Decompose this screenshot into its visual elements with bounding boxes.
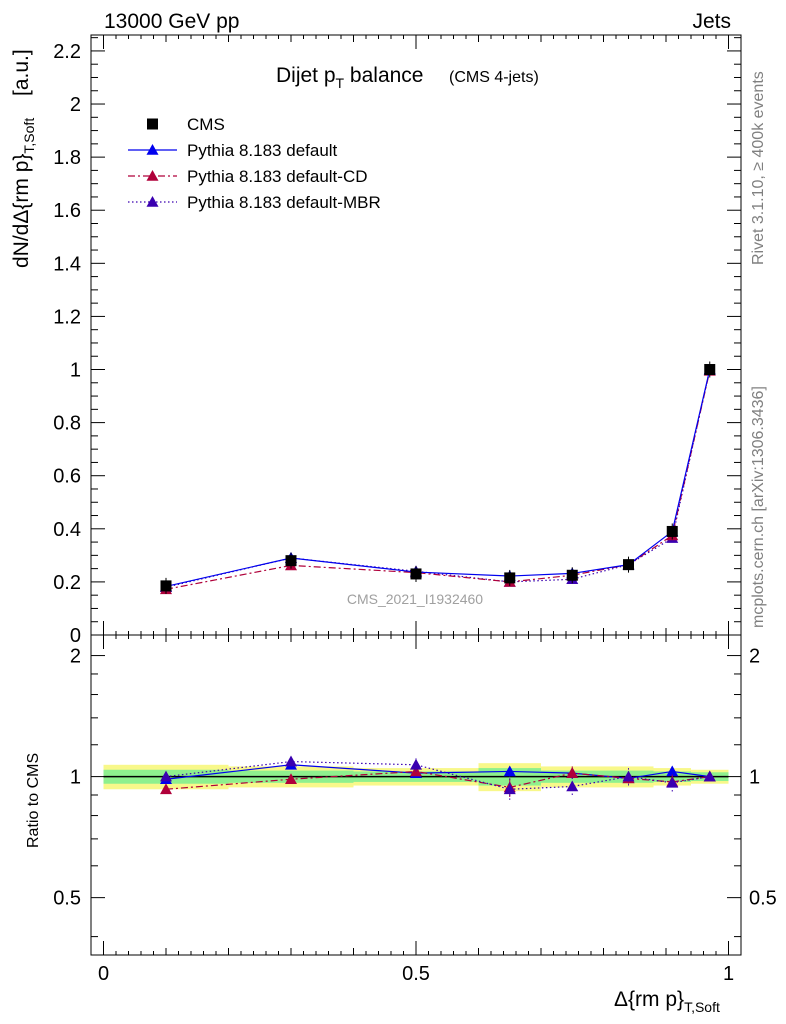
panel-frame [90, 634, 742, 956]
ratio-marker-dotted [703, 770, 716, 782]
ratio-marker-dotted [410, 758, 422, 770]
y-tick-label: 1.4 [53, 253, 81, 275]
y-tick-label: 1.6 [53, 200, 81, 222]
ratio-marker-solid [503, 765, 516, 777]
category-label: Jets [692, 10, 731, 33]
x-tick-label: 0.5 [402, 963, 430, 985]
ratio-marker-dotted [622, 770, 635, 782]
cms-data-point [704, 364, 716, 376]
y-tick-label: 0.8 [53, 413, 81, 435]
ratio-line-solid [165, 764, 710, 780]
ratio-line-dashdot [165, 770, 710, 790]
y-tick-label: 2.2 [53, 41, 81, 63]
ratio-y-tick-label-right: 2 [749, 646, 760, 668]
cms-data-point [285, 555, 297, 567]
chart-title-main: Dijet p [276, 64, 336, 87]
cms-data-point [160, 580, 172, 592]
ratio-marker-dashdot [160, 783, 172, 795]
ratio-marker-dashdot [566, 767, 579, 778]
legend-marker-dashdot [146, 170, 159, 181]
series-line-solid [165, 369, 711, 588]
legend-label: CMS [187, 115, 225, 134]
legend: CMS Pythia 8.183 default Pythia 8.183 defa… [128, 115, 381, 212]
cms-data-point [504, 572, 516, 584]
rivet-info: Rivet 3.1.10, ≥ 400k events [750, 71, 767, 265]
y-tick-label: 0.4 [53, 519, 81, 541]
mcplots-info: mcplots.cern.ch [arXiv:1306.3436] [750, 386, 767, 628]
y-axis-label-sub: T,Soft [21, 118, 37, 154]
cms-data-point [666, 525, 678, 537]
chart-title: Dijet pT balance [276, 64, 424, 91]
legend-label: Pythia 8.183 default-CD [187, 167, 368, 186]
ratio-marker-dotted [285, 755, 297, 767]
y-tick-label: 1.2 [53, 306, 81, 328]
chart-title-rest: balance [344, 64, 423, 87]
series-line-dotted [165, 369, 711, 588]
ratio-y-tick-label-right: 1 [749, 767, 760, 789]
y-tick-label: 0.6 [53, 466, 81, 488]
ratio-marker-dotted [503, 783, 516, 795]
legend-label: Pythia 8.183 default [187, 141, 338, 160]
y-axis-unit: [a.u.] [10, 49, 33, 96]
ratio-y-label: Ratio to CMS [25, 753, 42, 848]
y-tick-label: 0 [70, 625, 81, 647]
ratio-y-tick-label-right: 0.5 [749, 888, 777, 910]
chart-title-note: (CMS 4-jets) [449, 69, 539, 86]
x-tick-label: 1 [723, 963, 734, 985]
x-axis-label: Δ{rm p}T,Soft [614, 988, 720, 1015]
ratio-marker-dotted [666, 776, 679, 788]
ratio-marker-dashdot [285, 773, 297, 785]
chart-title-sub: T [336, 75, 345, 91]
ratio-y-tick-label: 0.5 [53, 888, 81, 910]
x-tick-label: 0 [98, 963, 109, 985]
y-tick-label: 0.2 [53, 572, 81, 594]
ratio-marker-dotted [160, 770, 172, 782]
x-axis-label-sub: T,Soft [684, 999, 720, 1015]
watermark: CMS_2021_I1932460 [347, 591, 483, 607]
series-line-dashdot [165, 370, 711, 590]
cms-data-point [410, 568, 422, 580]
legend-marker-dotted [146, 196, 159, 207]
cms-data-point [623, 559, 634, 571]
y-tick-label: 1 [70, 360, 81, 382]
ratio-marker-dotted [566, 780, 579, 792]
y-tick-label: 1.8 [53, 147, 81, 169]
cms-data-point [566, 569, 578, 581]
ratio-marker-solid [666, 765, 679, 777]
ratio-y-tick-label: 2 [70, 646, 81, 668]
y-axis-label-main: dN/dΔ{rm p} [10, 154, 33, 268]
ratio-y-tick-label: 1 [70, 767, 81, 789]
ratio-panel: 0 0.5 1 0.5 0.5 1 1 2 2 Ratio to CMS [25, 634, 777, 985]
y-axis-label: dN/dΔ{rm p}T,Soft [10, 118, 37, 268]
legend-marker-solid [146, 144, 159, 155]
main-panel: 0 0.2 0.4 0.6 0.8 1 1.2 1.4 1.6 1.8 2 2.2 CMS_2021_… [10, 34, 742, 647]
energy-label: 13000 GeV pp [104, 10, 239, 33]
legend-label: Pythia 8.183 default-MBR [187, 193, 381, 212]
y-tick-label: 2 [70, 94, 81, 116]
ratio-line-dotted [165, 760, 710, 790]
legend-marker-cms [147, 118, 158, 130]
x-axis-label-main: Δ{rm p} [614, 988, 684, 1011]
